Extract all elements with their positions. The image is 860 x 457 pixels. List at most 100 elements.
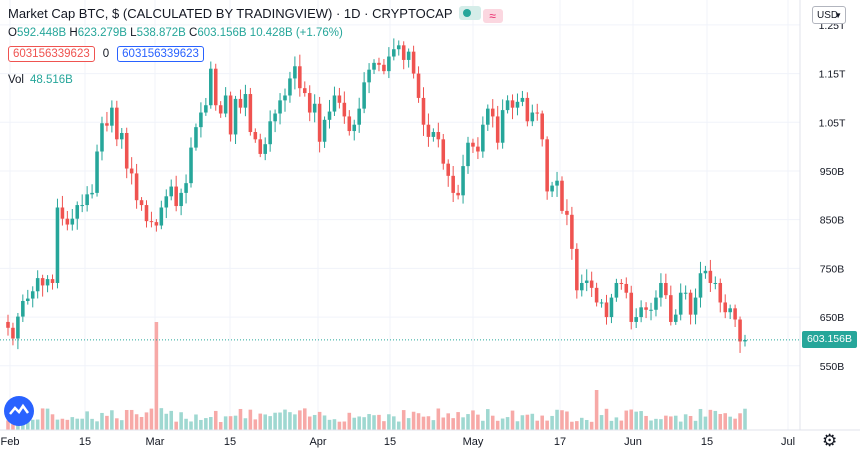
- volume-bar: [179, 412, 183, 430]
- wave-icon[interactable]: ≈: [482, 9, 503, 23]
- candle-body: [189, 147, 193, 184]
- candle-body: [387, 56, 391, 72]
- candle-body: [481, 124, 485, 152]
- candle-body: [223, 95, 228, 114]
- candle-body: [95, 151, 99, 193]
- candle-body: [678, 292, 683, 315]
- logo-glyph-icon: [9, 403, 30, 415]
- volume-bar: [392, 416, 396, 430]
- volume-bar: [253, 419, 258, 430]
- candle-body: [421, 97, 426, 125]
- candle-body: [624, 283, 629, 293]
- volume-bar: [302, 408, 307, 430]
- candle-body: [263, 144, 267, 154]
- volume-bar: [50, 414, 55, 430]
- y-tick-label: 550B: [820, 361, 845, 373]
- volume-bar: [614, 417, 619, 430]
- candle-body: [248, 94, 253, 133]
- candle-body: [342, 102, 347, 117]
- volume-bar: [530, 413, 535, 430]
- candle-body: [609, 297, 614, 318]
- candle-body: [451, 175, 455, 193]
- volume-bar: [649, 420, 653, 430]
- change-value: 10.428B (+1.76%): [249, 27, 343, 39]
- candle-body: [322, 119, 327, 142]
- volume-bar: [352, 417, 357, 430]
- buy-pill[interactable]: 603156339623: [117, 46, 204, 62]
- candle-body: [70, 218, 75, 225]
- candle-body: [416, 73, 421, 98]
- candle-body: [367, 69, 371, 83]
- candle-body: [45, 279, 50, 286]
- candle-body: [16, 316, 20, 339]
- market-status-icon[interactable]: [458, 6, 481, 20]
- volume-bar: [515, 421, 520, 430]
- candle-body: [401, 45, 406, 60]
- candle-body: [629, 292, 634, 322]
- volume-label: Vol: [8, 74, 24, 86]
- currency-select[interactable]: USD ▼: [812, 6, 846, 24]
- volume-bar: [233, 415, 238, 430]
- candle-body: [110, 107, 114, 126]
- volume-bar: [520, 415, 525, 430]
- volume-bar: [555, 409, 559, 430]
- volume-bar: [174, 421, 178, 430]
- time-axis[interactable]: Feb 15 Mar 15 Apr 15 May 17 Jun 15 Jul: [1, 436, 796, 448]
- volume-bar: [733, 418, 737, 430]
- currency-label: USD: [817, 10, 839, 21]
- candle-body: [510, 100, 515, 108]
- symbol-title[interactable]: Market Cap BTC, $ (CALCULATED BY TRADING…: [8, 6, 453, 21]
- candle-body: [693, 297, 698, 315]
- volume-bar: [372, 415, 376, 430]
- candle-body: [683, 292, 688, 294]
- volume-bar: [456, 412, 460, 430]
- candle-body: [654, 297, 658, 310]
- volume-bar: [579, 417, 584, 430]
- volume-bar: [461, 417, 465, 430]
- candle-body: [238, 98, 243, 108]
- candle-body: [179, 192, 183, 207]
- x-tick-label: 15: [224, 436, 236, 448]
- volume-bar: [119, 420, 124, 430]
- volume-bar: [263, 414, 267, 430]
- candle-body: [253, 132, 258, 140]
- candle-body: [634, 317, 638, 322]
- candle-body: [688, 292, 693, 315]
- candle-body: [149, 221, 154, 223]
- candle-body: [312, 103, 317, 113]
- sell-pill[interactable]: 603156339623: [8, 46, 95, 62]
- x-tick-label: Mar: [146, 436, 165, 448]
- candle-body: [332, 95, 337, 112]
- volume-bar: [70, 417, 75, 430]
- candle-body: [134, 173, 139, 201]
- volume-bar: [500, 418, 505, 430]
- candle-body: [713, 282, 718, 284]
- volume-bar: [80, 418, 84, 430]
- volume-bar: [184, 418, 188, 430]
- volume-bar: [248, 409, 253, 430]
- candle-body: [144, 205, 149, 222]
- volume-bar: [510, 410, 515, 430]
- candle-body: [228, 95, 233, 135]
- candle-body: [327, 111, 332, 120]
- candle-body: [307, 93, 312, 113]
- x-tick-label: Apr: [309, 436, 326, 448]
- gear-icon[interactable]: ⚙: [822, 431, 838, 450]
- y-tick-label: 950B: [820, 166, 845, 178]
- candle-body: [11, 327, 15, 339]
- candle-body: [317, 103, 322, 142]
- candle-body: [649, 309, 653, 311]
- y-tick-label: 850B: [820, 215, 845, 227]
- chevron-down-icon: ▼: [834, 11, 842, 20]
- volume-bar: [293, 414, 297, 430]
- candle-body: [728, 308, 732, 313]
- volume-bar: [55, 419, 60, 430]
- candle-body: [589, 280, 594, 288]
- candle-body: [298, 66, 302, 89]
- volume-bar: [416, 413, 421, 430]
- volume-bar: [204, 418, 208, 430]
- tradingview-logo[interactable]: [4, 396, 34, 426]
- volume-bar: [654, 418, 658, 430]
